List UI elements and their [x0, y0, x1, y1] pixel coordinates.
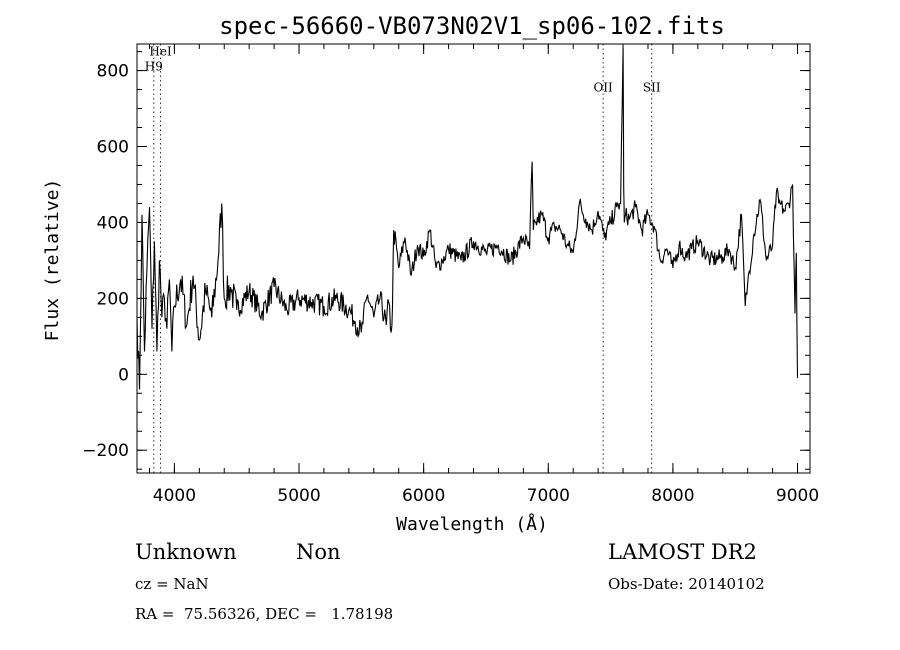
object-class: Unknown [135, 540, 237, 564]
redshift-cz: cz = NaN [135, 575, 209, 593]
marker-label: SII [643, 80, 661, 94]
x-tick-label: 6000 [402, 486, 445, 506]
observation-date: Obs-Date: 20140102 [608, 575, 765, 593]
spectrum-plot: spec-56660-VB073N02V1_sp06-102.fits 4000… [42, 12, 819, 535]
x-axis-label: Wavelength (Å) [396, 513, 548, 535]
spectral-line-markers: HeI H9 OII SII [145, 44, 661, 473]
marker-label: OII [593, 80, 613, 94]
coordinates: RA = 75.56326, DEC = 1.78198 [135, 605, 394, 623]
x-tick-label: 7000 [527, 486, 570, 506]
chart-title: spec-56660-VB073N02V1_sp06-102.fits [219, 12, 725, 40]
x-tick-label: 4000 [153, 486, 196, 506]
survey-name: LAMOST DR2 [608, 540, 757, 564]
plot-axes: 4000 5000 6000 7000 8000 9000 −200 0 200 400 600 80… [82, 43, 819, 506]
x-tick-label: 5000 [277, 486, 320, 506]
x-tick-label: 8000 [651, 486, 694, 506]
spectrum-line [136, 47, 799, 390]
object-subclass: Non [296, 540, 341, 564]
y-axis-label: Flux (relative) [42, 179, 63, 342]
marker-label: HeI [149, 44, 172, 58]
y-tick-label: 200 [97, 289, 129, 309]
y-tick-label: 400 [97, 213, 129, 233]
x-tick-label: 9000 [776, 486, 819, 506]
y-tick-label: 0 [118, 365, 129, 385]
y-tick-label: 800 [97, 62, 129, 82]
y-tick-label: 600 [97, 138, 129, 158]
marker-label: H9 [145, 60, 163, 74]
y-tick-label: −200 [82, 441, 129, 461]
